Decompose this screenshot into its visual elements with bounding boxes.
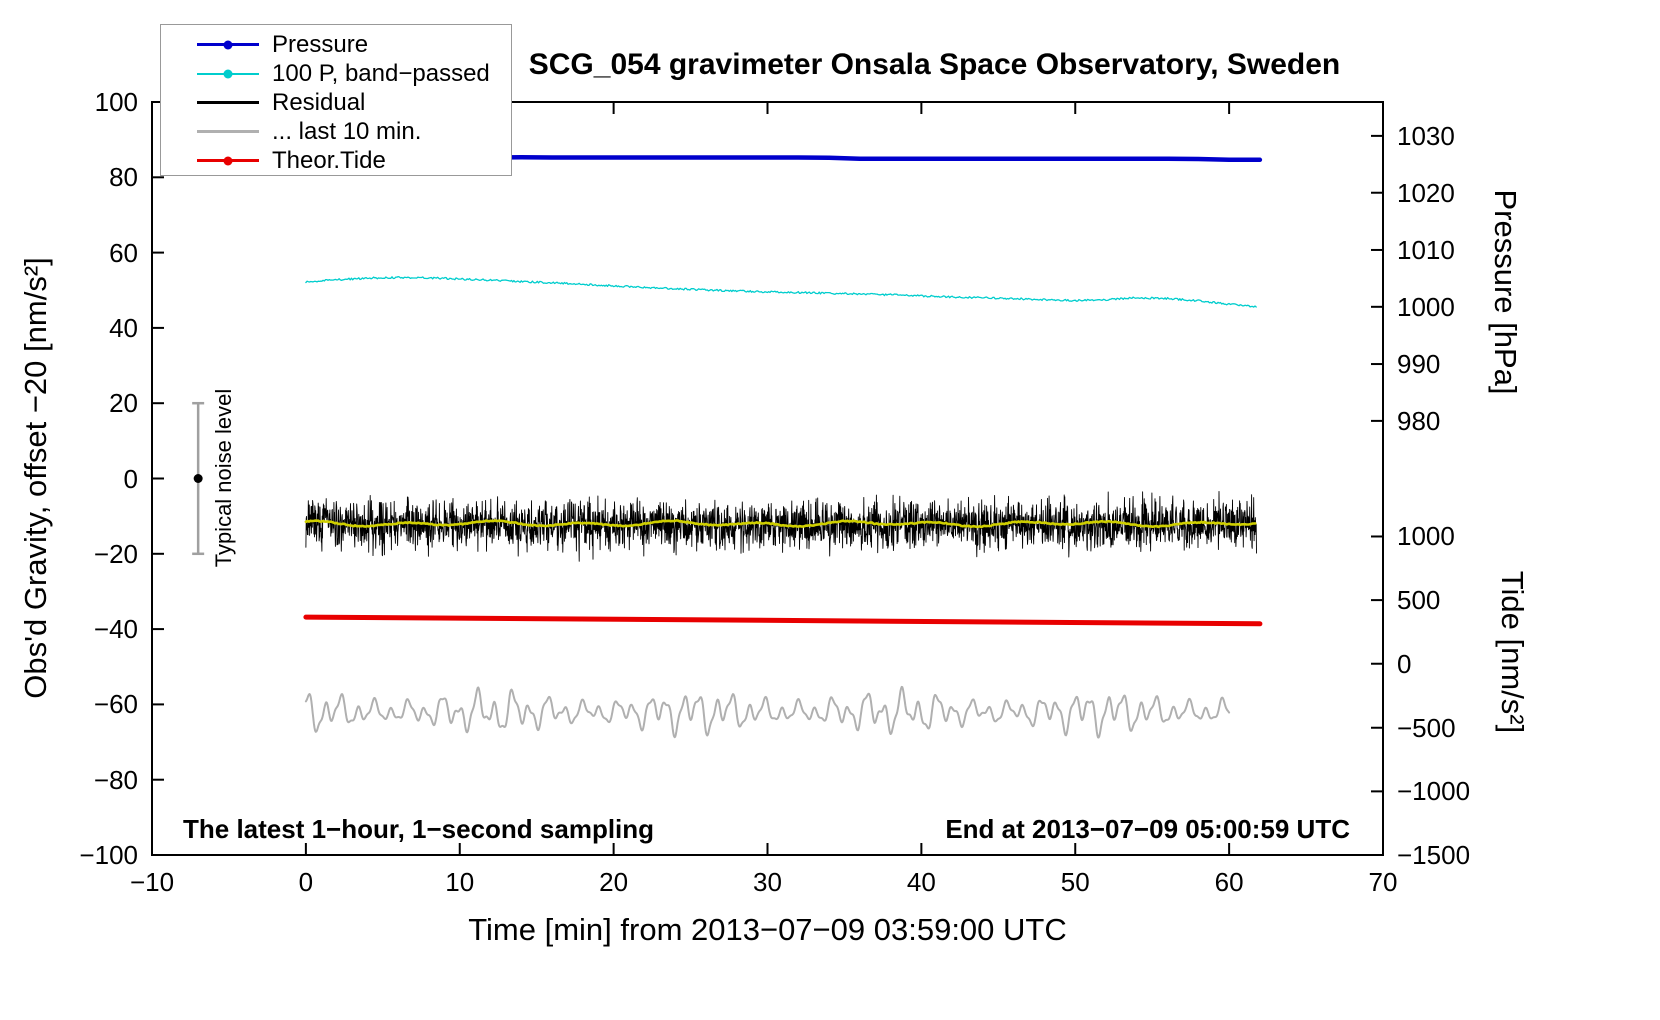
x-tick-label: −10	[129, 867, 175, 897]
y-tick-label-gravity: 100	[94, 87, 138, 117]
x-tick-label: 0	[298, 867, 314, 897]
y-tick-label-gravity: −100	[79, 840, 138, 870]
x-tick-label: 50	[1060, 867, 1090, 897]
y-axis-label-tide: Tide [nm/s²]	[1495, 570, 1530, 734]
legend-item-last10: ... last 10 min.	[161, 117, 511, 146]
x-tick-label: 20	[599, 867, 629, 897]
y-tick-label-pressure: 990	[1397, 349, 1441, 380]
x-tick-label: 70	[1368, 867, 1398, 897]
y-tick-label-tide: 500	[1397, 585, 1441, 616]
y-tick-label-gravity: −60	[93, 689, 138, 720]
legend-item-theor-tide: Theor.Tide	[161, 146, 511, 175]
legend-label-band-passed: 100 P, band−passed	[272, 59, 490, 87]
theor-tide-trace	[303, 614, 1263, 627]
noise-bar-dot	[193, 474, 203, 483]
theor-tide-line-swatch	[197, 154, 259, 167]
y-tick-label-tide: −500	[1397, 712, 1456, 743]
legend-label-theor-tide: Theor.Tide	[272, 146, 386, 174]
y-tick-label-pressure: 980	[1397, 405, 1441, 436]
x-tick-label: 10	[445, 867, 475, 897]
pressure-line-swatch	[197, 38, 259, 51]
legend: Pressure 100 P, band−passed Residual ...…	[160, 24, 512, 176]
legend-item-band-passed: 100 P, band−passed	[161, 59, 511, 88]
x-tick-label: 30	[753, 867, 782, 897]
x-tick-label: 40	[906, 867, 936, 897]
end-time-note: End at 2013−07−09 05:00:59 UTC	[945, 814, 1350, 844]
y-tick-label-pressure: 1030	[1397, 120, 1455, 151]
legend-item-residual: Residual	[161, 88, 511, 117]
y-tick-label-tide: −1000	[1397, 776, 1471, 807]
chart-title: SCG_054 gravimeter Onsala Space Observat…	[528, 48, 1341, 81]
legend-label-pressure: Pressure	[272, 30, 369, 58]
residual-line-swatch	[197, 96, 259, 109]
band-passed-line-swatch	[197, 67, 259, 80]
y-tick-label-gravity: 20	[109, 388, 138, 419]
y-tick-label-tide: 1000	[1397, 521, 1455, 552]
x-tick-label: 60	[1214, 867, 1244, 897]
legend-label-last10: ... last 10 min.	[272, 117, 422, 145]
y-tick-label-gravity: 40	[109, 312, 138, 343]
y-tick-label-gravity: −80	[93, 764, 138, 795]
legend-label-residual: Residual	[272, 88, 366, 116]
x-axis-label: Time [min] from 2013−07−09 03:59:00 UTC	[468, 912, 1067, 947]
y-tick-label-gravity: −40	[93, 614, 138, 645]
y-tick-label-tide: −1500	[1397, 840, 1471, 870]
sampling-note: The latest 1−hour, 1−second sampling	[183, 814, 655, 844]
y-tick-label-gravity: −20	[93, 538, 138, 569]
y-tick-label-pressure: 1000	[1397, 291, 1455, 322]
legend-item-pressure: Pressure	[161, 30, 511, 59]
residual-smooth-trace	[304, 519, 1257, 529]
last10-line-swatch	[197, 125, 259, 138]
y-tick-label-gravity: 60	[109, 237, 138, 268]
y-tick-label-gravity: 80	[109, 162, 138, 193]
y-tick-label-pressure: 1010	[1397, 234, 1455, 265]
y-tick-label-gravity: 0	[123, 463, 138, 494]
y-tick-label-pressure: 1020	[1397, 177, 1455, 208]
y-axis-label-pressure: Pressure [hPa]	[1488, 189, 1523, 395]
last10min-trace	[304, 685, 1231, 739]
y-tick-label-tide: 0	[1397, 648, 1412, 679]
band-passed-trace	[305, 275, 1257, 308]
typical-noise-level-label: Typical noise level	[211, 388, 236, 568]
